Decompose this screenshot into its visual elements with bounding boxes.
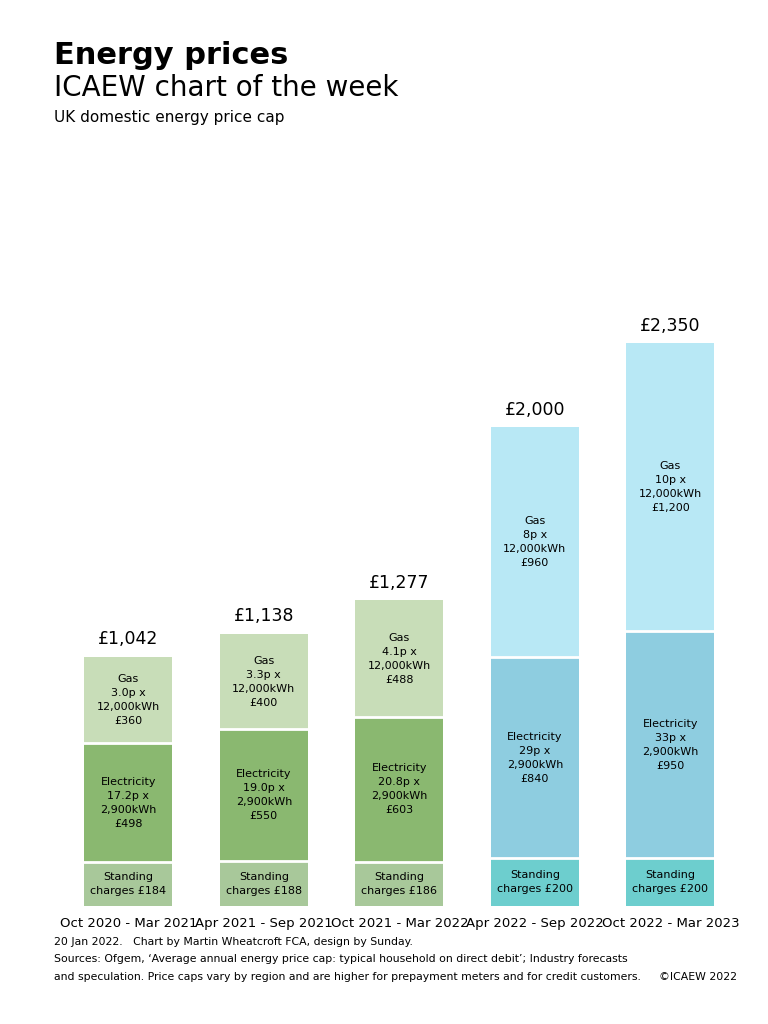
Text: 20 Jan 2022.   Chart by Martin Wheatcroft FCA, design by Sunday.: 20 Jan 2022. Chart by Martin Wheatcroft … — [54, 937, 412, 947]
Text: Gas
3.3p x
12,000kWh
£400: Gas 3.3p x 12,000kWh £400 — [232, 655, 296, 708]
Text: Electricity
33p x
2,900kWh
£950: Electricity 33p x 2,900kWh £950 — [642, 719, 699, 770]
Text: £1,042: £1,042 — [98, 630, 158, 648]
Text: Energy prices: Energy prices — [54, 41, 288, 70]
Text: Standing
charges £200: Standing charges £200 — [632, 870, 708, 894]
Text: Standing
charges £200: Standing charges £200 — [497, 870, 573, 894]
Text: Standing
charges £186: Standing charges £186 — [362, 872, 437, 896]
Text: Electricity
20.8p x
2,900kWh
£603: Electricity 20.8p x 2,900kWh £603 — [371, 764, 428, 815]
Bar — [84, 656, 172, 742]
Bar — [491, 858, 579, 906]
Bar — [627, 631, 714, 858]
Text: ©ICAEW 2022: ©ICAEW 2022 — [659, 972, 737, 982]
Text: £2,350: £2,350 — [641, 316, 700, 335]
Bar — [220, 634, 308, 729]
Text: ICAEW chart of the week: ICAEW chart of the week — [54, 74, 398, 101]
Bar — [491, 657, 579, 858]
Bar — [220, 729, 308, 861]
Bar — [491, 427, 579, 657]
Text: and speculation. Price caps vary by region and are higher for prepayment meters : and speculation. Price caps vary by regi… — [54, 972, 641, 982]
Text: £1,138: £1,138 — [233, 607, 294, 626]
Bar — [627, 343, 714, 631]
Text: Electricity
17.2p x
2,900kWh
£498: Electricity 17.2p x 2,900kWh £498 — [100, 776, 157, 828]
Bar — [84, 862, 172, 906]
Bar — [220, 861, 308, 906]
Text: £2,000: £2,000 — [505, 400, 565, 419]
Text: UK domestic energy price cap: UK domestic energy price cap — [54, 110, 284, 125]
Bar — [627, 858, 714, 906]
Text: Electricity
29p x
2,900kWh
£840: Electricity 29p x 2,900kWh £840 — [507, 732, 563, 783]
Text: £1,277: £1,277 — [369, 573, 429, 592]
Text: Gas
8p x
12,000kWh
£960: Gas 8p x 12,000kWh £960 — [503, 516, 567, 568]
Text: Electricity
19.0p x
2,900kWh
£550: Electricity 19.0p x 2,900kWh £550 — [236, 769, 292, 821]
Text: Sources: Ofgem, ‘Average annual energy price cap: typical household on direct de: Sources: Ofgem, ‘Average annual energy p… — [54, 954, 627, 965]
Text: Gas
10p x
12,000kWh
£1,200: Gas 10p x 12,000kWh £1,200 — [639, 461, 702, 513]
Bar — [84, 742, 172, 862]
Text: Standing
charges £188: Standing charges £188 — [226, 871, 302, 896]
Bar — [356, 600, 443, 717]
Text: Gas
4.1p x
12,000kWh
£488: Gas 4.1p x 12,000kWh £488 — [368, 633, 431, 685]
Bar — [356, 861, 443, 906]
Text: Gas
3.0p x
12,000kWh
£360: Gas 3.0p x 12,000kWh £360 — [97, 674, 160, 726]
Text: Standing
charges £184: Standing charges £184 — [90, 872, 167, 896]
Bar — [356, 717, 443, 861]
